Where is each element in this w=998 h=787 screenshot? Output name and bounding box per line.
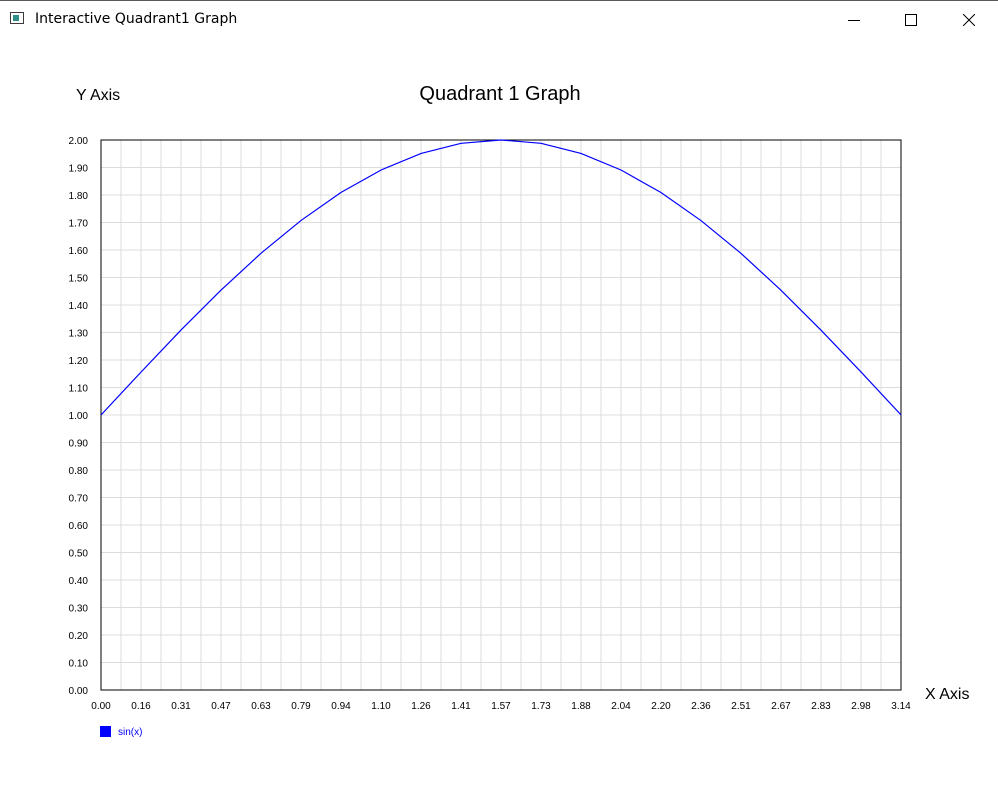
y-tick-label: 2.00 xyxy=(69,136,89,147)
x-tick-label: 2.20 xyxy=(651,701,671,712)
legend-swatch xyxy=(100,726,111,737)
minimize-icon xyxy=(848,20,860,21)
y-tick-label: 0.40 xyxy=(69,576,89,587)
x-tick-label: 1.26 xyxy=(411,701,431,712)
title-bar[interactable]: Interactive Quadrant1 Graph xyxy=(0,0,998,38)
x-tick-label: 0.63 xyxy=(251,701,271,712)
y-tick-label: 1.50 xyxy=(69,274,89,285)
x-tick-label: 2.67 xyxy=(771,701,791,712)
y-tick-label: 0.90 xyxy=(69,439,89,450)
y-tick-label: 0.80 xyxy=(69,466,89,477)
x-tick-label: 0.16 xyxy=(131,701,151,712)
grid-lines xyxy=(100,139,902,691)
y-tick-label: 0.10 xyxy=(69,659,89,670)
x-tick-label: 0.79 xyxy=(291,701,311,712)
maximize-button[interactable] xyxy=(888,1,934,39)
y-tick-label: 0.60 xyxy=(69,521,89,532)
maximize-icon xyxy=(905,14,917,26)
x-tick-label: 2.36 xyxy=(691,701,711,712)
chart-title: Quadrant 1 Graph xyxy=(419,83,580,105)
x-tick-label: 1.41 xyxy=(451,701,471,712)
x-tick-label: 0.00 xyxy=(91,701,111,712)
window-title: Interactive Quadrant1 Graph xyxy=(35,11,238,27)
y-tick-label: 1.10 xyxy=(69,384,89,395)
series-lines xyxy=(100,139,902,416)
close-button[interactable] xyxy=(946,1,992,39)
y-tick-label: 1.40 xyxy=(69,301,89,312)
y-tick-label: 0.20 xyxy=(69,631,89,642)
y-tick-label: 1.20 xyxy=(69,356,89,367)
x-tick-label: 2.04 xyxy=(611,701,631,712)
x-tick-label: 1.10 xyxy=(371,701,391,712)
x-tick-label: 0.31 xyxy=(171,701,191,712)
legend-label: sin(x) xyxy=(118,727,142,738)
x-tick-label: 0.47 xyxy=(211,701,231,712)
y-tick-label: 1.90 xyxy=(69,164,89,175)
y-tick-label: 0.00 xyxy=(69,686,89,697)
y-tick-label: 0.70 xyxy=(69,494,89,505)
x-axis-label: X Axis xyxy=(925,686,969,703)
x-tick-labels: 0.00 0.16 0.31 0.47 0.63 0.79 0.94 1.10 1.26 1.41… xyxy=(91,701,911,712)
x-tick-label: 2.98 xyxy=(851,701,871,712)
x-tick-label: 0.94 xyxy=(331,701,351,712)
x-tick-label: 2.51 xyxy=(731,701,751,712)
x-tick-label: 3.14 xyxy=(891,701,911,712)
x-tick-label: 1.73 xyxy=(531,701,551,712)
y-tick-label: 0.50 xyxy=(69,549,89,560)
y-axis-label: Y Axis xyxy=(76,87,120,104)
y-tick-label: 1.00 xyxy=(69,411,89,422)
legend: sin(x) xyxy=(100,726,142,738)
x-tick-label: 2.83 xyxy=(811,701,831,712)
close-icon xyxy=(963,14,975,26)
app-window-icon xyxy=(10,12,24,24)
y-tick-label: 1.70 xyxy=(69,219,89,230)
y-tick-label: 1.60 xyxy=(69,246,89,257)
x-tick-label: 1.88 xyxy=(571,701,591,712)
minimize-button[interactable] xyxy=(831,1,877,39)
x-tick-label: 1.57 xyxy=(491,701,511,712)
series-line-0 xyxy=(100,139,902,416)
y-tick-labels: 0.00 0.10 0.20 0.30 0.40 0.50 0.60 0.70 0.80 0.90… xyxy=(69,136,89,697)
y-tick-label: 1.30 xyxy=(69,329,89,340)
y-tick-label: 0.30 xyxy=(69,604,89,615)
y-tick-label: 1.80 xyxy=(69,191,89,202)
